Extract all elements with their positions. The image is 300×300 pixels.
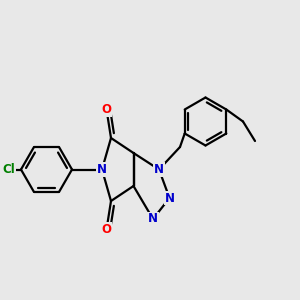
- Text: O: O: [101, 103, 112, 116]
- Text: N: N: [154, 163, 164, 176]
- Text: N: N: [148, 212, 158, 226]
- Text: O: O: [101, 223, 112, 236]
- Text: N: N: [164, 191, 175, 205]
- Text: N: N: [97, 163, 107, 176]
- Text: Cl: Cl: [3, 163, 15, 176]
